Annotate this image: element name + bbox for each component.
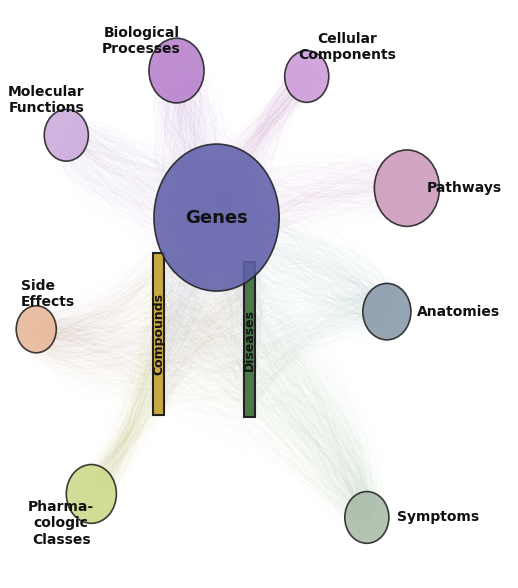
Text: Cellular
Components: Cellular Components <box>298 32 396 62</box>
Text: Molecular
Functions: Molecular Functions <box>8 85 84 115</box>
Text: Compounds: Compounds <box>152 293 165 375</box>
Circle shape <box>44 109 89 161</box>
Text: Anatomies: Anatomies <box>417 305 500 319</box>
Circle shape <box>363 283 411 340</box>
Circle shape <box>375 150 439 226</box>
Circle shape <box>66 465 117 523</box>
Text: Side
Effects: Side Effects <box>21 279 75 309</box>
Bar <box>153 253 165 415</box>
Bar <box>243 262 255 417</box>
Circle shape <box>345 492 389 543</box>
Circle shape <box>285 51 329 102</box>
Circle shape <box>16 306 56 353</box>
Circle shape <box>149 38 204 103</box>
Circle shape <box>154 144 279 291</box>
Text: Biological
Processes: Biological Processes <box>102 26 181 56</box>
Text: Symptoms: Symptoms <box>397 510 479 524</box>
Text: Pharma-
cologic
Classes: Pharma- cologic Classes <box>28 500 94 546</box>
Text: Genes: Genes <box>185 209 248 226</box>
Text: Pathways: Pathways <box>427 181 502 195</box>
Text: Diseases: Diseases <box>242 309 256 370</box>
